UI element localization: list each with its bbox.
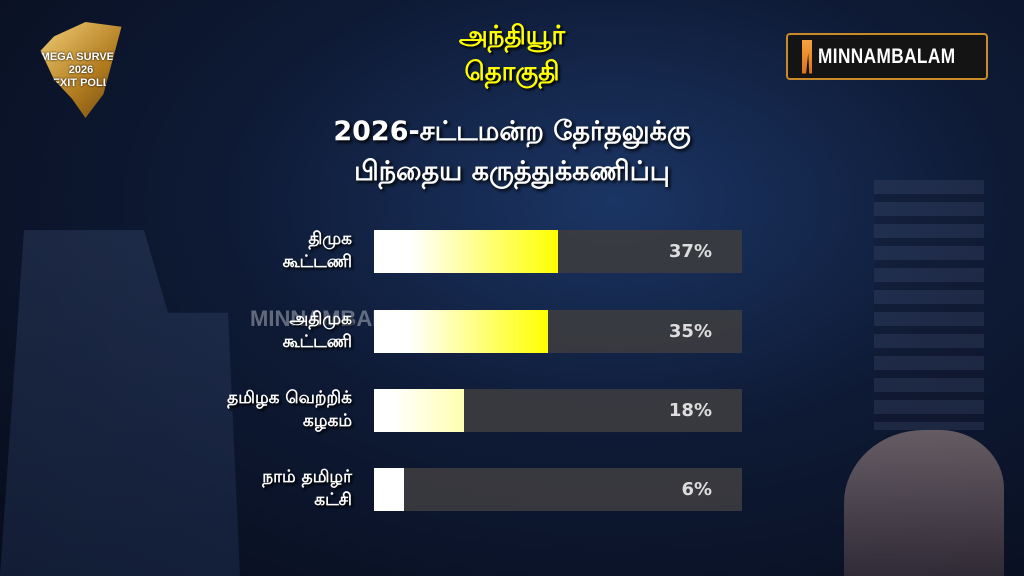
category-label-line: கட்சி [314, 490, 352, 510]
value-label: 35% [668, 321, 712, 342]
value-label: 18% [668, 400, 712, 421]
bar-track: 37% [374, 230, 742, 273]
logo-text: EXIT POLL [52, 76, 110, 89]
category-label-line: நாம் தமிழர் [262, 467, 352, 487]
category-label: நாம் தமிழர் கட்சி [132, 466, 352, 512]
value-label: 6% [681, 479, 712, 500]
background-hand [844, 430, 1004, 576]
bar-track: 35% [374, 310, 742, 353]
constituency-line: தொகுதி [464, 57, 560, 87]
category-label: திமுக கூட்டணி [132, 228, 352, 274]
category-label-line: கழகம் [302, 411, 352, 431]
bar [374, 230, 558, 273]
constituency-name: அந்தியூர் தொகுதி [0, 18, 1024, 90]
bar-row: நாம் தமிழர் கட்சி 6% [0, 466, 1024, 512]
title-line: பிந்தைய கருத்துக்கணிப்பு [354, 156, 670, 187]
bar [374, 310, 549, 353]
value-label: 37% [668, 241, 712, 262]
brand-name: MINNAMBALAM [818, 44, 956, 68]
bar-track: 18% [374, 389, 742, 432]
category-label-line: கூட்டணி [282, 332, 352, 352]
background-tower [874, 180, 984, 430]
logo-text: MEGA SURVEY [40, 50, 122, 63]
bar-row: தமிழக வெற்றிக் கழகம் 18% [0, 387, 1024, 433]
category-label-line: திமுக [308, 229, 352, 249]
brand-m-icon [802, 39, 813, 74]
category-label: தமிழக வெற்றிக் கழகம் [132, 387, 352, 433]
bar-track: 6% [374, 468, 742, 511]
chart-title: 2026-சட்டமன்ற தேர்தலுக்கு பிந்தைய கருத்த… [0, 112, 1024, 192]
category-label-line: தமிழக வெற்றிக் [227, 388, 352, 408]
title-line: 2026-சட்டமன்ற தேர்தலுக்கு [333, 116, 691, 147]
constituency-line: அந்தியூர் [458, 21, 566, 51]
category-label-line: கூட்டணி [282, 252, 352, 272]
bar-row: திமுக கூட்டணி 37% [0, 228, 1024, 274]
bar [374, 389, 464, 432]
brand-logo: MINNAMBALAM [786, 33, 988, 80]
category-label: அதிமுக கூட்டணி [132, 308, 352, 354]
logo-text: 2026 [68, 63, 94, 76]
bar-row: அதிமுக கூட்டணி 35% [0, 308, 1024, 354]
bar [374, 468, 404, 511]
category-label-line: அதிமுக [289, 309, 352, 329]
